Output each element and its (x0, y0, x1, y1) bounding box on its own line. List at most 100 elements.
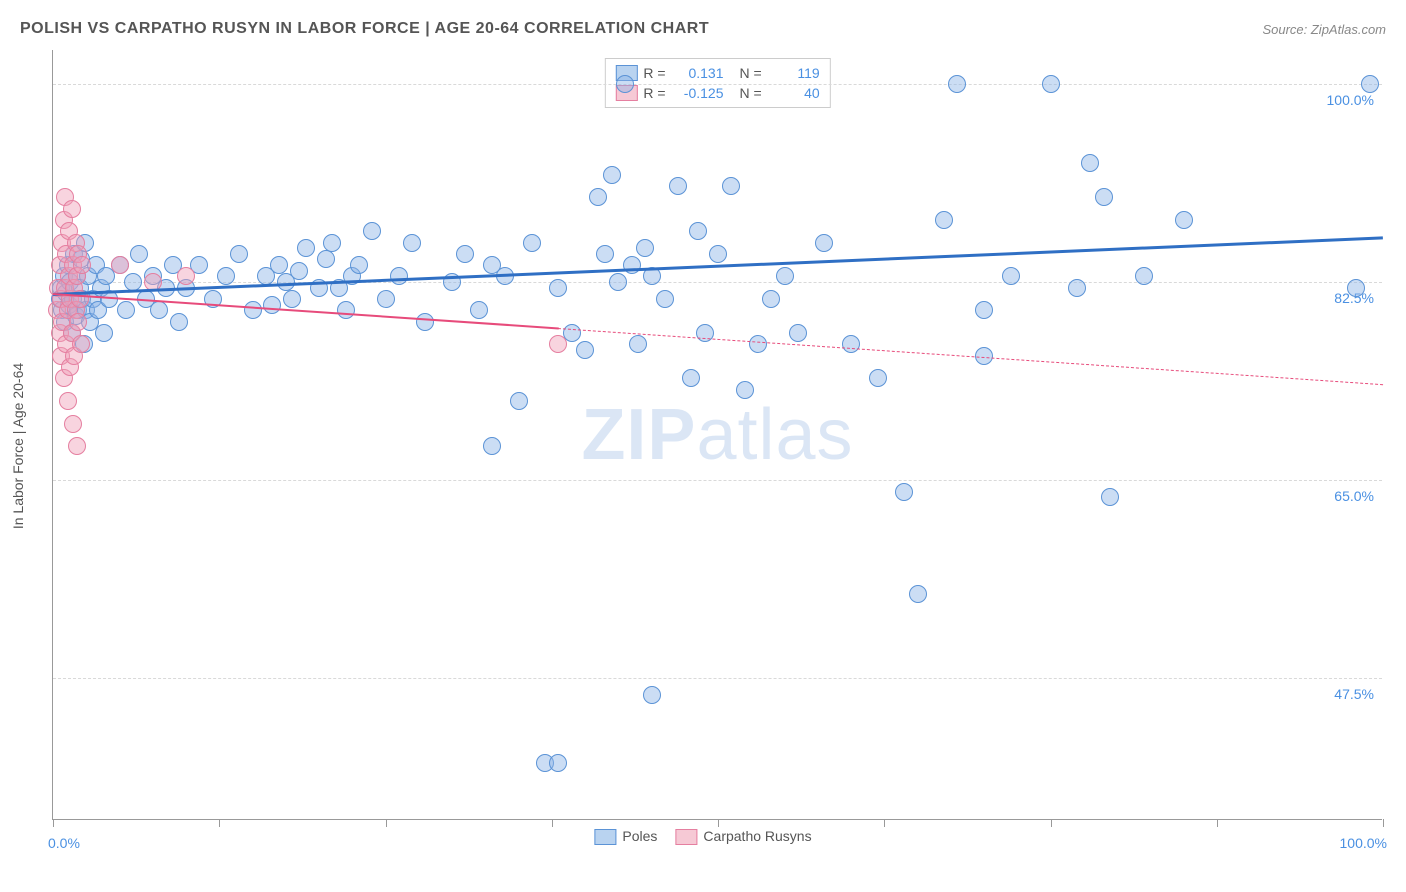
data-point (283, 290, 301, 308)
data-point (130, 245, 148, 263)
data-point (68, 437, 86, 455)
x-tick (552, 819, 553, 827)
r-value: 0.131 (672, 65, 724, 81)
x-tick (386, 819, 387, 827)
data-point (170, 313, 188, 331)
data-point (549, 335, 567, 353)
data-point (64, 415, 82, 433)
data-point (1135, 267, 1153, 285)
data-point (390, 267, 408, 285)
data-point (549, 754, 567, 772)
data-point (317, 250, 335, 268)
data-point (549, 279, 567, 297)
data-point (1175, 211, 1193, 229)
data-point (1068, 279, 1086, 297)
data-point (111, 256, 129, 274)
data-point (523, 234, 541, 252)
data-point (244, 301, 262, 319)
data-point (416, 313, 434, 331)
legend-swatch (675, 829, 697, 845)
gridline (53, 480, 1382, 481)
data-point (350, 256, 368, 274)
data-point (263, 296, 281, 314)
data-point (869, 369, 887, 387)
data-point (323, 234, 341, 252)
y-tick-label: 47.5% (1334, 686, 1384, 702)
x-tick (53, 819, 54, 827)
data-point (377, 290, 395, 308)
x-tick (884, 819, 885, 827)
data-point (682, 369, 700, 387)
data-point (456, 245, 474, 263)
r-label: R = (643, 85, 665, 101)
data-point (616, 75, 634, 93)
x-tick (1383, 819, 1384, 827)
x-tick (718, 819, 719, 827)
y-tick-label: 100.0% (1327, 92, 1384, 108)
data-point (73, 256, 91, 274)
data-point (975, 301, 993, 319)
data-point (1002, 267, 1020, 285)
data-point (749, 335, 767, 353)
legend-item: Poles (594, 828, 657, 845)
data-point (1081, 154, 1099, 172)
x-min-label: 0.0% (48, 835, 80, 851)
data-point (895, 483, 913, 501)
data-point (629, 335, 647, 353)
data-point (95, 324, 113, 342)
watermark: ZIPatlas (581, 394, 853, 476)
data-point (656, 290, 674, 308)
legend-label: Carpatho Rusyns (703, 828, 811, 844)
data-point (709, 245, 727, 263)
y-tick-label: 65.0% (1334, 488, 1384, 504)
data-point (337, 301, 355, 319)
data-point (290, 262, 308, 280)
data-point (589, 188, 607, 206)
data-point (815, 234, 833, 252)
data-point (470, 301, 488, 319)
chart-container: POLISH VS CARPATHO RUSYN IN LABOR FORCE … (0, 0, 1406, 892)
data-point (403, 234, 421, 252)
n-value: 40 (768, 85, 820, 101)
data-point (297, 239, 315, 257)
data-point (117, 301, 135, 319)
n-value: 119 (768, 65, 820, 81)
legend-swatch (594, 829, 616, 845)
y-axis-label: In Labor Force | Age 20-64 (10, 363, 26, 529)
data-point (603, 166, 621, 184)
data-point (1042, 75, 1060, 93)
data-point (59, 392, 77, 410)
gridline (53, 678, 1382, 679)
n-label: N = (740, 85, 762, 101)
data-point (643, 686, 661, 704)
data-point (689, 222, 707, 240)
data-point (636, 239, 654, 257)
r-value: -0.125 (672, 85, 724, 101)
data-point (270, 256, 288, 274)
data-point (609, 273, 627, 291)
x-tick (219, 819, 220, 827)
data-point (72, 335, 90, 353)
chart-title: POLISH VS CARPATHO RUSYN IN LABOR FORCE … (20, 20, 709, 38)
data-point (722, 177, 740, 195)
data-point (669, 177, 687, 195)
data-point (1095, 188, 1113, 206)
x-tick (1217, 819, 1218, 827)
data-point (363, 222, 381, 240)
r-legend-row: R = -0.125 N = 40 (611, 83, 823, 103)
data-point (776, 267, 794, 285)
data-point (230, 245, 248, 263)
r-legend-row: R = 0.131 N = 119 (611, 63, 823, 83)
x-max-label: 100.0% (1340, 835, 1387, 851)
data-point (909, 585, 927, 603)
data-point (935, 211, 953, 229)
data-point (1361, 75, 1379, 93)
data-point (789, 324, 807, 342)
data-point (63, 200, 81, 218)
data-point (736, 381, 754, 399)
n-label: N = (740, 65, 762, 81)
r-label: R = (643, 65, 665, 81)
data-point (576, 341, 594, 359)
watermark-bold: ZIP (581, 395, 696, 475)
source-label: Source: ZipAtlas.com (1262, 22, 1386, 37)
